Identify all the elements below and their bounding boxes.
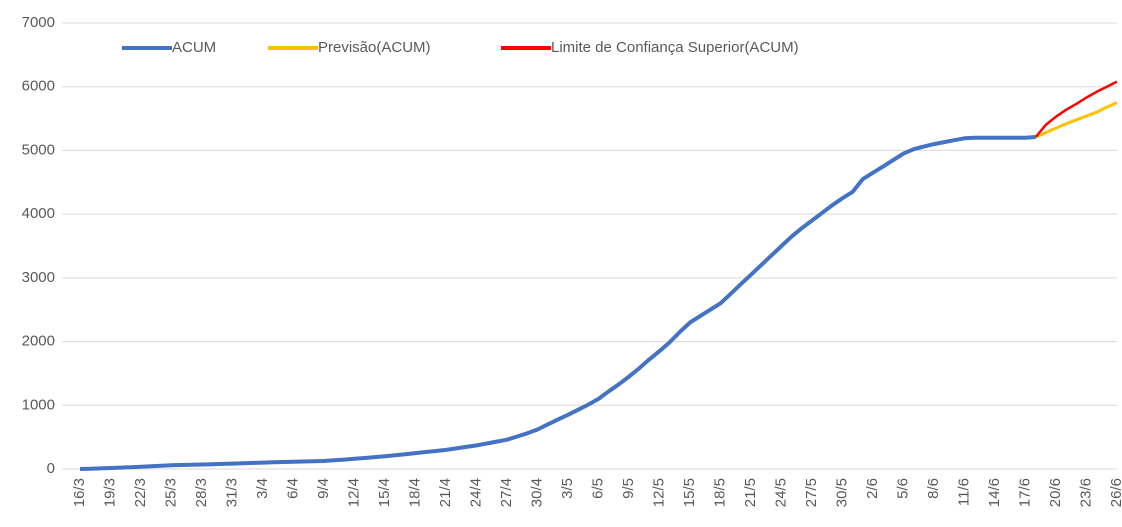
x-tick-label: 19/3 [101, 478, 118, 507]
x-tick-label: 14/6 [986, 478, 1003, 507]
x-tick-label: 18/5 [711, 478, 728, 507]
x-tick-label: 24/4 [467, 478, 484, 507]
x-tick-label: 31/3 [223, 478, 240, 507]
x-tick-label: 12/4 [345, 478, 362, 507]
y-tick-label: 3000 [22, 269, 55, 286]
x-tick-label: 22/3 [132, 478, 149, 507]
legend-label: Limite de Confiança Superior(ACUM) [551, 39, 799, 56]
x-tick-label: 21/4 [437, 478, 454, 507]
x-tick-label: 9/4 [315, 478, 332, 499]
x-tick-label: 30/5 [833, 478, 850, 507]
y-tick-label: 2000 [22, 333, 55, 350]
x-tick-label: 6/5 [589, 478, 606, 499]
x-tick-label: 25/3 [162, 478, 179, 507]
x-tick-label: 26/6 [1108, 478, 1122, 507]
x-tick-label: 2/6 [864, 478, 881, 499]
x-tick-label: 17/6 [1016, 478, 1033, 507]
x-tick-label: 9/5 [620, 478, 637, 499]
x-tick-label: 28/3 [193, 478, 210, 507]
legend-label: ACUM [172, 39, 216, 56]
x-tick-label: 23/6 [1077, 478, 1094, 507]
x-tick-label: 20/6 [1047, 478, 1064, 507]
y-tick-label: 4000 [22, 205, 55, 222]
x-tick-label: 15/5 [681, 478, 698, 507]
x-tick-label: 30/4 [528, 478, 545, 507]
x-tick-label: 27/5 [803, 478, 820, 507]
y-tick-label: 6000 [22, 78, 55, 95]
series-line [1035, 101, 1118, 139]
x-tick-label: 3/4 [254, 478, 271, 499]
x-tick-label: 3/5 [559, 478, 576, 499]
y-tick-label: 5000 [22, 141, 55, 158]
y-tick-label: 7000 [22, 14, 55, 31]
x-tick-label: 24/5 [772, 478, 789, 507]
x-tick-label: 18/4 [406, 478, 423, 507]
series-line [1034, 80, 1118, 138]
y-tick-label: 0 [47, 460, 55, 477]
x-tick-label: 12/5 [650, 478, 667, 507]
x-tick-label: 27/4 [498, 478, 515, 507]
y-tick-label: 1000 [22, 396, 55, 413]
x-tick-label: 5/6 [894, 478, 911, 499]
x-tick-label: 8/6 [925, 478, 942, 499]
x-tick-label: 15/4 [376, 478, 393, 507]
legend-label: Previsão(ACUM) [318, 39, 431, 56]
series-line [79, 135, 1036, 471]
x-tick-label: 11/6 [955, 478, 972, 506]
x-tick-label: 21/5 [742, 478, 759, 507]
x-tick-label: 16/3 [71, 478, 88, 507]
x-tick-label: 6/4 [284, 478, 301, 499]
